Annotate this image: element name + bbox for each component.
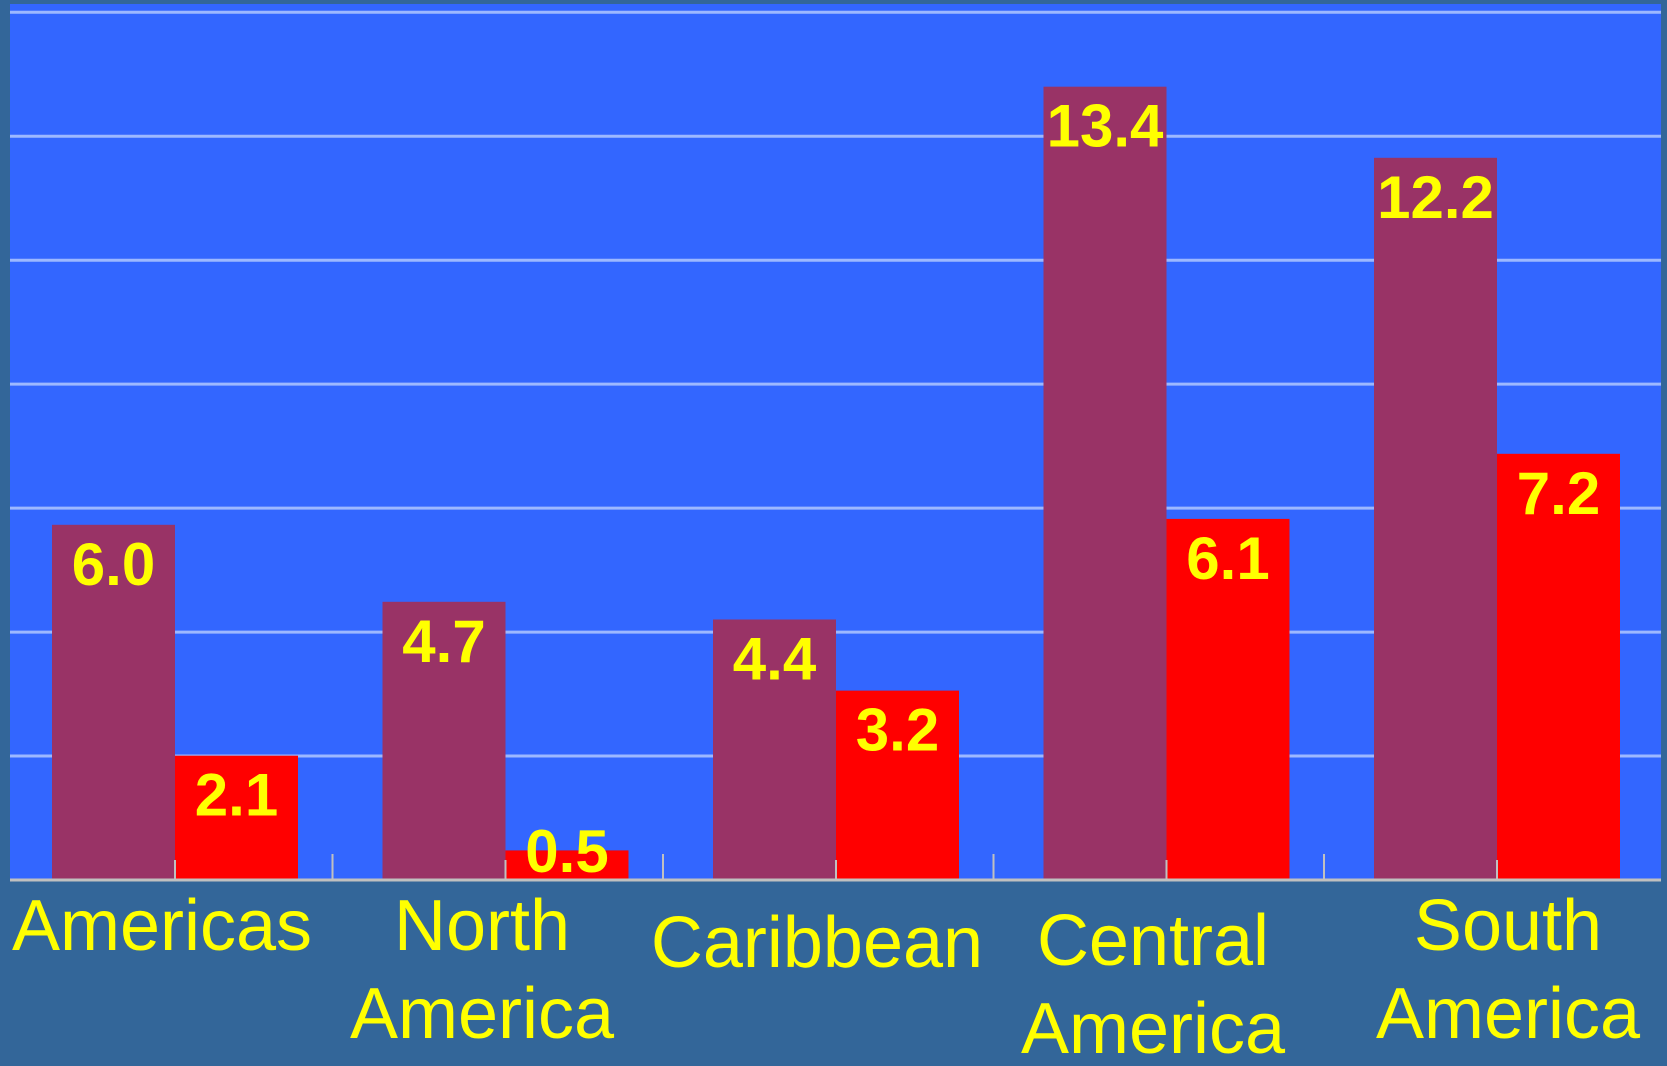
data-label: 4.4 <box>733 626 817 693</box>
bar-series-1 <box>382 601 506 880</box>
bar-series-1 <box>1043 86 1167 880</box>
category-label: Caribbean <box>651 903 983 983</box>
bar-series-1 <box>52 524 175 880</box>
bar-series-1 <box>713 619 836 880</box>
category-label-line: America <box>1376 974 1641 1054</box>
data-label: 0.5 <box>525 818 608 885</box>
data-label: 3.2 <box>856 697 939 764</box>
data-label: 6.1 <box>1186 525 1269 592</box>
bar-series-2 <box>1166 518 1290 880</box>
category-label-line: Americas <box>12 886 312 966</box>
data-label: 7.2 <box>1517 460 1600 527</box>
category-label-line: Central <box>1037 901 1269 981</box>
data-label: 2.1 <box>195 762 278 829</box>
category-label: Americas <box>12 886 312 966</box>
category-label-line: America <box>1021 989 1286 1061</box>
category-label-line: Caribbean <box>651 903 983 983</box>
category-label: North America <box>350 886 615 1054</box>
category-label-line: North <box>394 886 570 966</box>
category-label: Central America <box>1021 901 1286 1061</box>
category-label: South America <box>1376 886 1641 1054</box>
bar-series-2 <box>505 850 629 880</box>
data-label: 6.0 <box>72 531 155 598</box>
category-label-line: South <box>1414 886 1602 966</box>
bar-series-1 <box>1374 157 1497 881</box>
data-label: 12.2 <box>1377 164 1494 231</box>
bar-series-2 <box>175 755 298 880</box>
category-label-line: America <box>350 974 615 1054</box>
bar-series-2 <box>836 690 959 880</box>
data-label: 13.4 <box>1047 93 1164 160</box>
bar-series-2 <box>1497 453 1620 880</box>
data-label: 4.7 <box>402 608 485 675</box>
